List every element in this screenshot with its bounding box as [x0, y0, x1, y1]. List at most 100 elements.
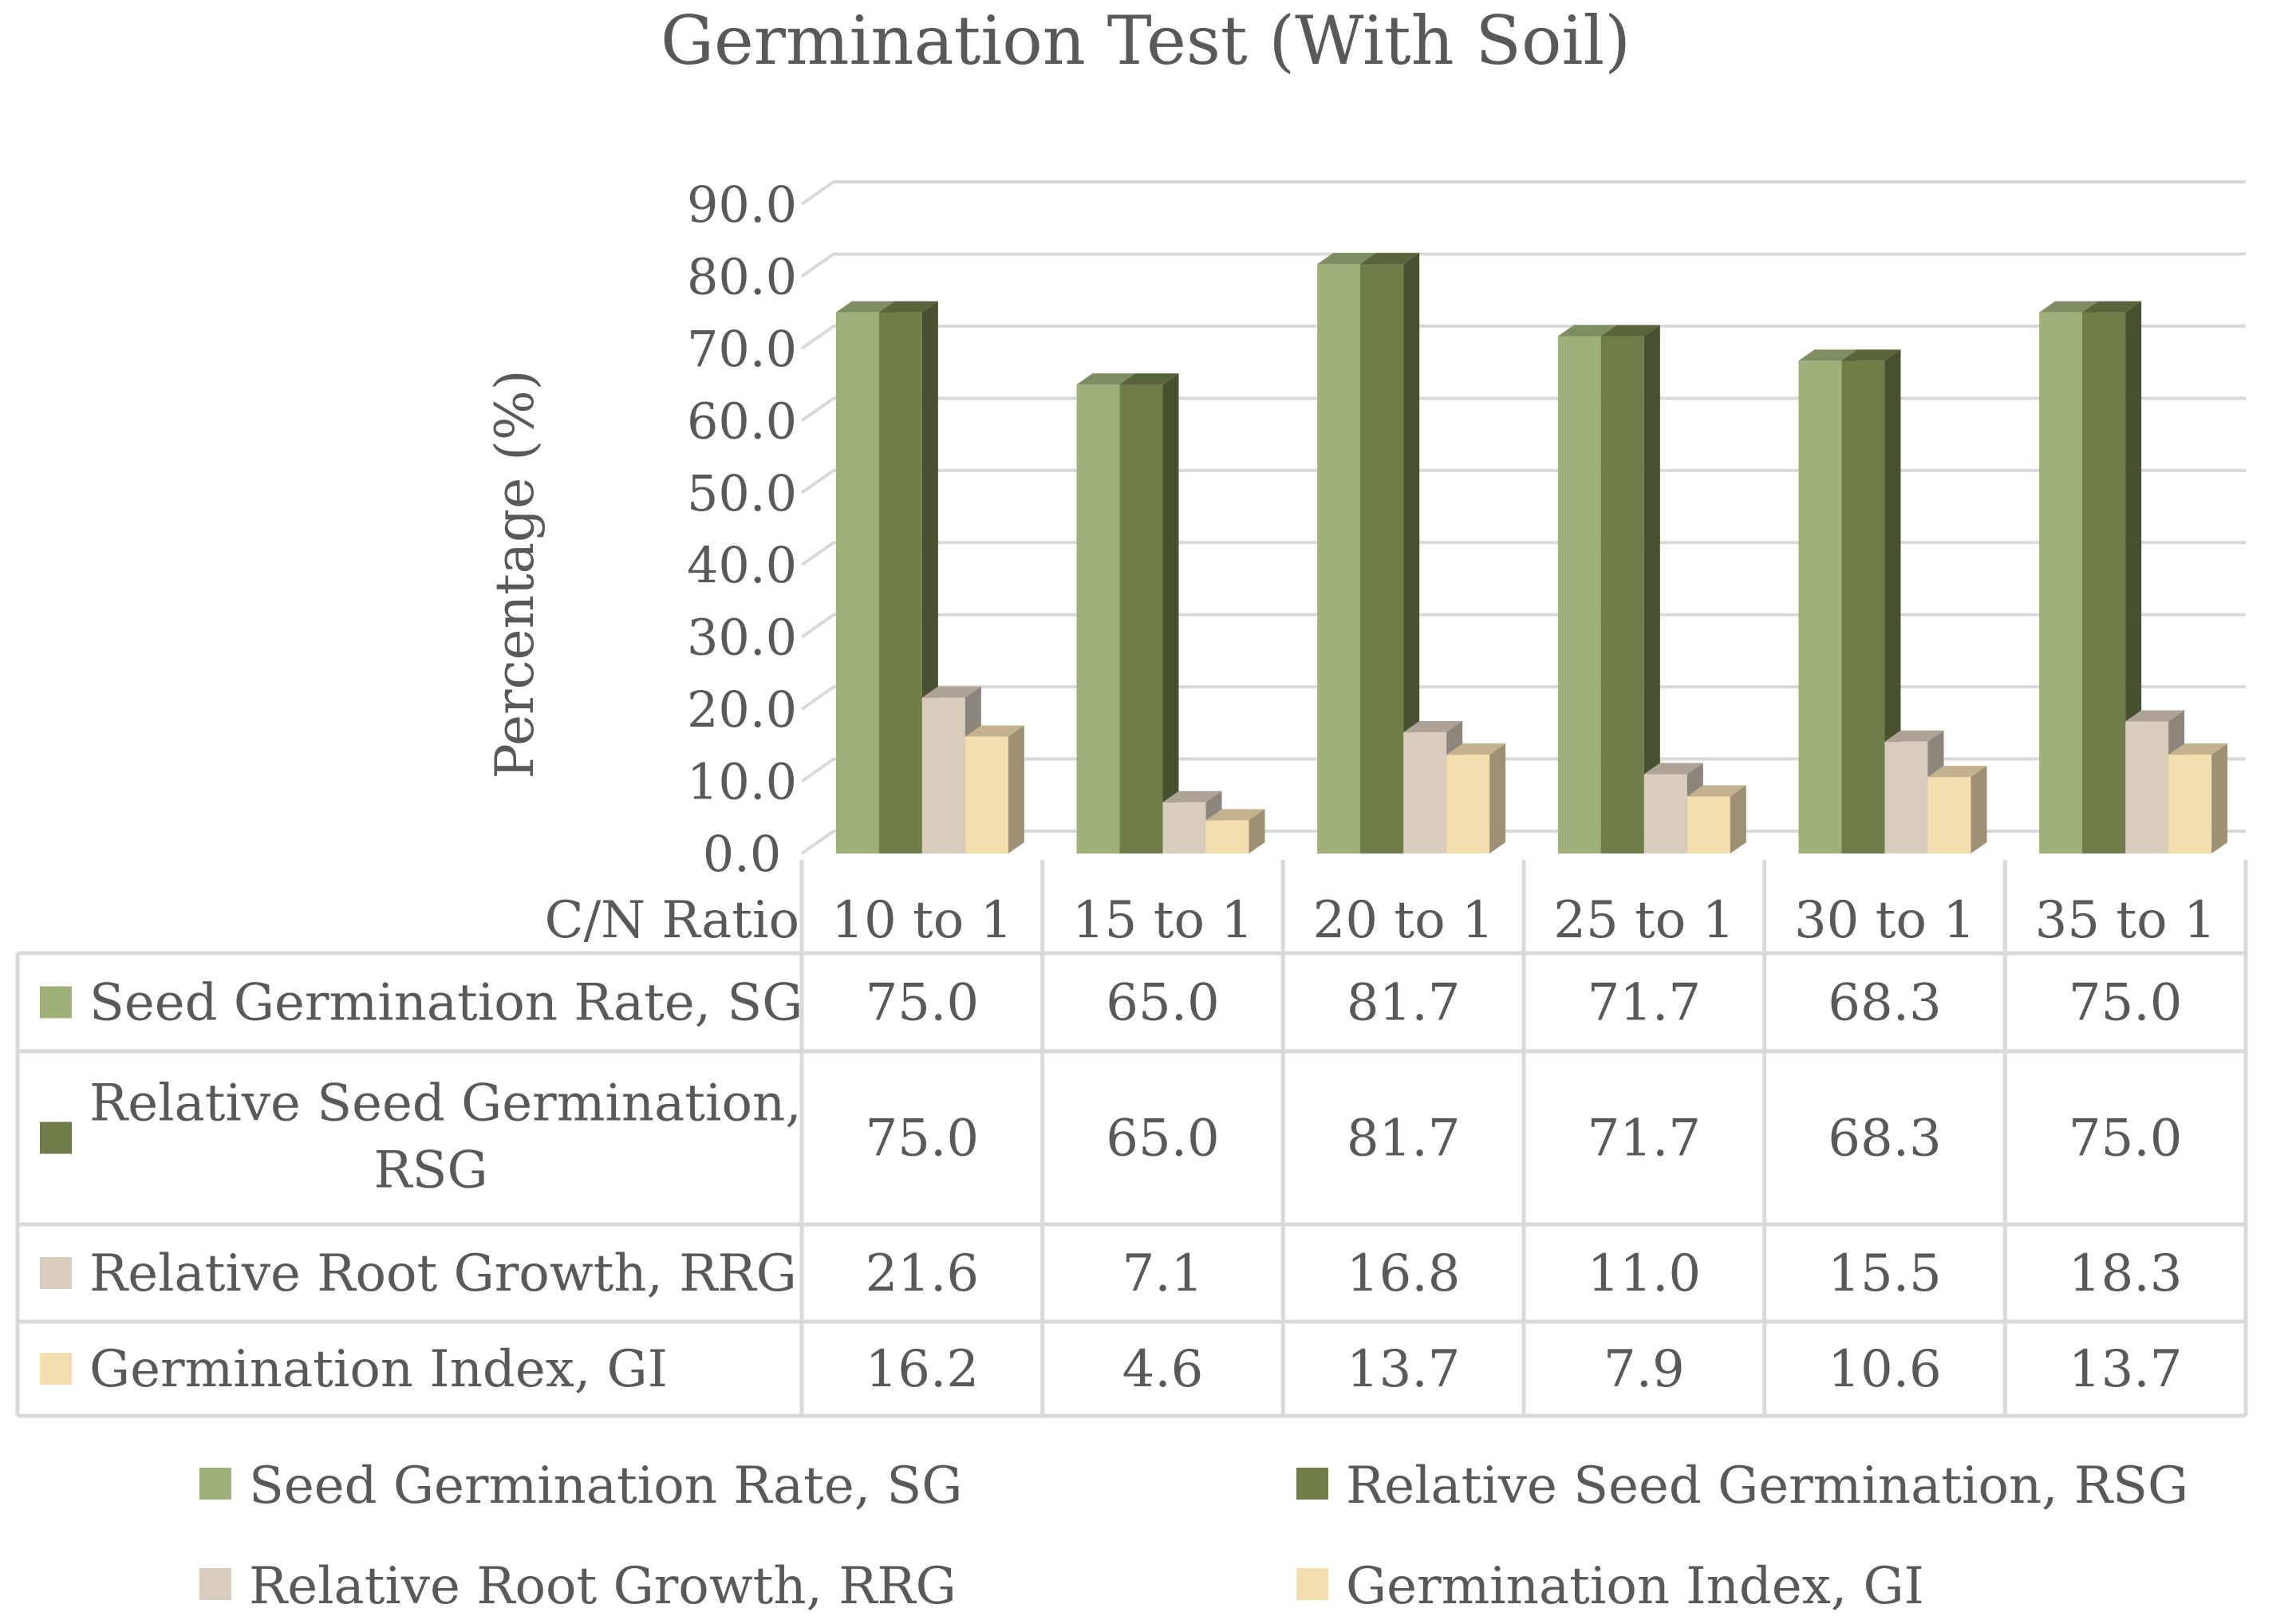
data-label: 15.5 — [1828, 1244, 1942, 1303]
bar-side — [1249, 809, 1265, 853]
bar-top — [1600, 325, 1660, 337]
bar-top — [1884, 730, 1944, 742]
bar-front — [2039, 312, 2083, 854]
data-label: 21.6 — [866, 1244, 980, 1303]
gridline — [800, 252, 2246, 278]
bar — [1686, 785, 1746, 853]
bar-side — [1643, 325, 1660, 854]
table-corner-label: C/N Ratio — [545, 891, 799, 950]
gridline — [800, 685, 2246, 711]
bar-top — [1076, 373, 1136, 385]
bar-side — [1884, 349, 1901, 854]
bar-top — [965, 725, 1024, 737]
data-label: 81.7 — [1347, 974, 1461, 1033]
bar-top — [1643, 763, 1703, 775]
bar-top — [1557, 325, 1617, 337]
y-tick-label: 10.0 — [687, 753, 797, 811]
bar-side — [1730, 785, 1746, 853]
legend-swatch — [199, 1568, 231, 1600]
bar — [965, 725, 1024, 853]
data-label: 4.6 — [1122, 1340, 1204, 1399]
gridline — [800, 468, 2246, 495]
bar-front — [2082, 312, 2126, 854]
data-label: 10.6 — [1828, 1340, 1942, 1399]
bar-top — [1446, 743, 1506, 755]
bar — [1841, 349, 1901, 854]
bar-front — [1317, 264, 1361, 854]
y-axis-title: Percentage (%) — [484, 370, 546, 779]
data-label: 75.0 — [866, 1110, 980, 1169]
bar — [2168, 743, 2228, 853]
bar-series — [835, 253, 2228, 854]
bar — [1360, 253, 1420, 854]
bar-front — [1884, 741, 1928, 853]
x-tick-label: 10 to 1 — [831, 891, 1012, 950]
gridline — [800, 830, 2246, 855]
bar-front — [1360, 264, 1404, 854]
bar-top — [2125, 710, 2185, 722]
bar-top — [1205, 809, 1265, 821]
data-label: 75.0 — [866, 974, 980, 1033]
bar — [1927, 766, 1987, 853]
gridline — [800, 324, 2246, 350]
bar — [2082, 301, 2142, 854]
gridline — [800, 613, 2246, 639]
legend: Seed Germination Rate, SG Relative Seed G… — [199, 1456, 2188, 1616]
y-tick-label: 40.0 — [687, 536, 797, 594]
legend-swatch — [1296, 1468, 1328, 1500]
bar-top — [1686, 785, 1746, 797]
data-label: 75.0 — [2069, 974, 2183, 1033]
table-row-label: Relative Root Growth, RRG — [89, 1244, 797, 1303]
bar-front — [1600, 336, 1644, 854]
x-tick-label: 30 to 1 — [1794, 891, 1975, 950]
bar-top — [1798, 349, 1858, 361]
bar-front — [878, 312, 922, 854]
bar-front — [1686, 796, 1730, 853]
data-label: 7.9 — [1604, 1340, 1685, 1399]
bar-top — [1403, 721, 1463, 733]
chart-title: Germination Test (With Soil) — [661, 2, 1631, 80]
legend-swatch — [199, 1468, 231, 1500]
y-tick-label: 20.0 — [687, 680, 797, 739]
table-legend-key — [40, 986, 72, 1019]
bar — [1446, 743, 1506, 853]
bar-top — [1162, 790, 1222, 802]
bar-front — [1643, 774, 1687, 853]
table-legend-key — [40, 1121, 72, 1154]
bar-front — [1927, 777, 1971, 853]
data-label: 81.7 — [1347, 1110, 1461, 1169]
bar-side — [1008, 725, 1024, 853]
bar-top — [1841, 349, 1901, 361]
y-tick-label: 60.0 — [687, 392, 797, 450]
table-legend-key — [40, 1257, 72, 1289]
y-tick-label: 0.0 — [703, 825, 782, 883]
bar-front — [921, 697, 965, 853]
data-label: 68.3 — [1828, 974, 1942, 1033]
y-axis-ticks: 0.0 10.0 20.0 30.0 40.0 50.0 60.0 70.0 80.0 90.0 — [687, 175, 797, 883]
legend-swatch — [1296, 1568, 1328, 1600]
data-label: 13.7 — [1347, 1340, 1461, 1399]
gridline — [800, 757, 2246, 783]
data-label: 18.3 — [2069, 1244, 2183, 1303]
bar-side — [2211, 743, 2228, 853]
data-label: 13.7 — [2069, 1340, 2183, 1399]
bar-top — [2168, 743, 2228, 755]
data-label: 65.0 — [1106, 1110, 1220, 1169]
bar-front — [1076, 384, 1120, 854]
legend-label: Germination Index, GI — [1346, 1557, 1924, 1616]
bar-top — [2039, 301, 2099, 313]
bar-front — [1841, 361, 1885, 854]
bar-front — [1162, 802, 1206, 853]
bar-top — [835, 301, 895, 313]
x-tick-label: 15 to 1 — [1072, 891, 1253, 950]
data-label: 71.7 — [1588, 974, 1702, 1033]
bar-top — [2082, 301, 2142, 313]
x-tick-label: 35 to 1 — [2035, 891, 2216, 950]
data-label: 16.2 — [866, 1340, 980, 1399]
legend-label: Relative Seed Germination, RSG — [1346, 1456, 2188, 1516]
bar-front — [1798, 361, 1842, 854]
bar — [1119, 373, 1179, 854]
bar-front — [1119, 384, 1163, 854]
gridline — [800, 541, 2246, 566]
